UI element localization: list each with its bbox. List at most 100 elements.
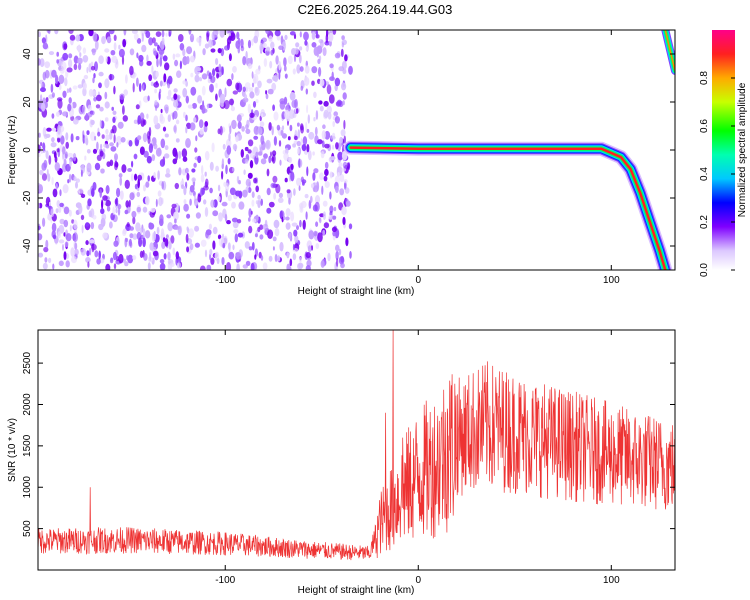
heatmap-cell [80,214,85,221]
heatmap-cell [42,42,49,50]
heatmap-cell [340,129,346,137]
heatmap-cell [48,201,52,207]
heatmap-cell [39,58,45,68]
heatmap-cell [260,135,265,145]
heatmap-cell [324,143,330,149]
heatmap-cell [143,253,148,261]
heatmap-cell [75,34,81,42]
heatmap-cell [141,32,144,42]
heatmap-cell [85,240,89,246]
heatmap-cell [297,262,303,270]
heatmap-cell [343,135,346,144]
heatmap-cell [335,142,339,150]
heatmap-cell [311,245,313,251]
heatmap-cell [182,87,188,98]
heatmap-cell [158,196,163,207]
heatmap-cell [142,206,148,213]
heatmap-cell [68,30,74,34]
heatmap-cell [109,73,112,81]
heatmap-cell [168,31,171,37]
heatmap-cell [305,211,308,220]
heatmap-cell [190,72,194,78]
heatmap-cell [336,99,342,106]
heatmap-cell [57,231,61,239]
heatmap-cell [78,204,83,214]
heatmap-cell [72,152,77,162]
heatmap-cell [268,201,275,208]
heatmap-cell [194,242,200,248]
heatmap-cell [159,218,164,227]
heatmap-cell [69,224,72,232]
heatmap-cell [189,185,195,193]
heatmap-cell [117,121,124,129]
heatmap-cell [179,60,182,70]
heatmap-cell [244,241,250,249]
heatmap-cell [86,149,91,154]
heatmap-cell [270,41,275,50]
heatmap-cell [153,230,156,241]
heatmap-cell [161,241,166,249]
heatmap-cell [124,209,129,215]
heatmap-cell [101,36,106,45]
heatmap-cell [335,250,339,261]
heatmap-y-tick-label: 20 [22,96,33,108]
heatmap-cell [222,143,226,150]
heatmap-cell [228,98,235,106]
heatmap-cell [332,144,335,150]
heatmap-cell [253,35,259,44]
heatmap-cell [73,176,77,182]
colorbar: 0.0 0.2 0.4 0.6 0.8 Normalized spectral ampl… [699,30,748,277]
heatmap-cell [302,136,308,146]
heatmap-cell [202,48,206,56]
heatmap-cell [82,87,87,97]
heatmap-cell [42,97,46,104]
heatmap-cell [274,228,280,237]
heatmap-cell [182,80,187,85]
snr-series-line [38,330,675,561]
heatmap-cell [278,192,283,199]
heatmap-cell [137,178,140,189]
heatmap-cell [219,93,226,104]
heatmap-cell [294,98,298,109]
heatmap-cell [251,71,254,79]
heatmap-cell [186,226,189,232]
heatmap-cell [51,69,57,78]
snr-y-axis-label: SNR (10 * v/v) [7,418,18,482]
heatmap-cell [210,75,216,84]
page-title: C2E6.2025.264.19.44.G03 [297,2,453,17]
heatmap-cell [101,199,104,210]
heatmap-cell [143,119,147,126]
heatmap-cell [143,228,146,239]
heatmap-cell [216,257,220,265]
heatmap-cell [253,76,257,84]
heatmap-cell [145,30,151,39]
heatmap-cell [153,81,160,88]
heatmap-cell [209,187,213,194]
heatmap-cell [335,244,340,252]
heatmap-cell [345,200,351,207]
heatmap-cell [278,45,284,50]
heatmap-cell [292,68,296,75]
heatmap-cell [344,181,347,190]
heatmap-cell [278,140,282,147]
heatmap-cell [113,34,117,41]
heatmap-cell [62,244,64,251]
heatmap-cell [92,148,98,154]
heatmap-cell [299,31,302,38]
heatmap-cell [305,252,311,259]
heatmap-cell [222,242,226,249]
heatmap-cell [294,47,299,55]
heatmap-cell [268,122,272,131]
heatmap-cell [99,106,104,112]
heatmap-cell [232,143,238,151]
heatmap-cell [300,125,304,134]
colorbar-label: Normalized spectral amplitude [737,82,748,217]
heatmap-cell [136,204,142,215]
heatmap-cell [52,263,55,270]
colorbar-gradient [712,30,735,270]
heatmap-cell [313,230,318,237]
heatmap-cell [90,110,95,116]
heatmap-cell [161,37,165,45]
heatmap-cell [77,84,83,89]
heatmap-cell [333,206,337,212]
